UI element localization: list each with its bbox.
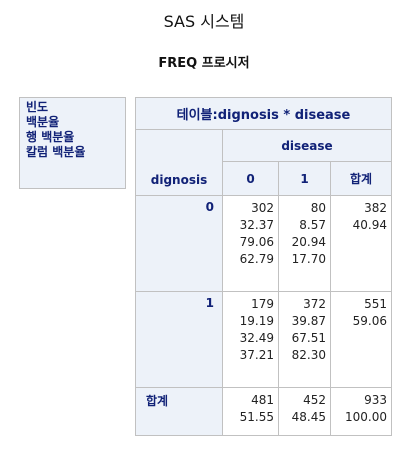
cell-percent: 100.00: [345, 410, 387, 424]
cell-0-total: 382 40.94: [330, 195, 392, 292]
cell-percent: 19.19: [239, 314, 274, 328]
column-variable-header: disease: [222, 129, 392, 162]
cell-frequency: 179: [251, 297, 274, 311]
cell-1-total: 551 59.06: [330, 291, 392, 388]
cell-0-1: 80 8.57 20.94 17.70: [278, 195, 331, 292]
cell-percent: 32.37: [239, 218, 274, 232]
table-header: 테이블:dignosis * disease: [135, 97, 392, 130]
legend-frequency: 빈도: [26, 100, 49, 114]
col-header-0: 0: [222, 161, 279, 196]
cell-percent: 39.87: [291, 314, 326, 328]
row-header-0: 0: [135, 195, 223, 292]
cell-1-0: 179 19.19 32.49 37.21: [222, 291, 279, 388]
row-variable-header: dignosis: [135, 129, 223, 196]
legend-percent: 백분율: [26, 115, 60, 129]
col-header-1: 1: [278, 161, 331, 196]
cell-frequency: 481: [251, 393, 274, 407]
cell-percent: 8.57: [299, 218, 326, 232]
cell-col-percent: 17.70: [291, 252, 326, 266]
legend-row-percent: 행 백분율: [26, 130, 75, 144]
cell-frequency: 551: [364, 297, 387, 311]
cell-0-0: 302 32.37 79.06 62.79: [222, 195, 279, 292]
cell-row-percent: 67.51: [291, 331, 326, 345]
legend-col-percent: 칼럼 백분율: [26, 145, 86, 159]
report-title: SAS 시스템: [163, 12, 245, 31]
table-row: 1 179 19.19 32.49 37.21 372 39.87 67.51 …: [135, 291, 392, 388]
cell-total-total: 933 100.00: [330, 387, 392, 436]
cell-col-percent: 82.30: [291, 348, 326, 362]
cell-total-0: 481 51.55: [222, 387, 279, 436]
table-row-total: 합계 481 51.55 452 48.45 933 100.00: [135, 387, 392, 436]
row-header-1: 1: [135, 291, 223, 388]
procedure-title: FREQ 프로시저: [158, 56, 250, 71]
row-variable-label: dignosis: [150, 173, 208, 187]
row-header-total: 합계: [135, 387, 223, 436]
cell-frequency: 302: [251, 201, 274, 215]
cell-frequency: 382: [364, 201, 387, 215]
cell-row-percent: 79.06: [239, 235, 274, 249]
table-row: 0 302 32.37 79.06 62.79 80 8.57 20.94 17…: [135, 195, 392, 292]
cell-percent: 40.94: [352, 218, 387, 232]
cell-frequency: 372: [303, 297, 326, 311]
cell-col-percent: 37.21: [239, 348, 274, 362]
cell-percent: 51.55: [239, 410, 274, 424]
cell-percent: 59.06: [352, 314, 387, 328]
cell-total-1: 452 48.45: [278, 387, 331, 436]
col-header-total: 합계: [330, 161, 392, 196]
cell-content-legend: 빈도 백분율 행 백분율 칼럼 백분율: [19, 97, 126, 189]
cell-row-percent: 32.49: [239, 331, 274, 345]
cell-percent: 48.45: [291, 410, 326, 424]
cell-frequency: 933: [364, 393, 387, 407]
cell-1-1: 372 39.87 67.51 82.30: [278, 291, 331, 388]
cell-frequency: 452: [303, 393, 326, 407]
cell-frequency: 80: [310, 201, 326, 215]
cell-col-percent: 62.79: [239, 252, 274, 266]
crosstab-table: 테이블:dignosis * disease dignosis disease …: [135, 97, 392, 436]
cell-row-percent: 20.94: [291, 235, 326, 249]
